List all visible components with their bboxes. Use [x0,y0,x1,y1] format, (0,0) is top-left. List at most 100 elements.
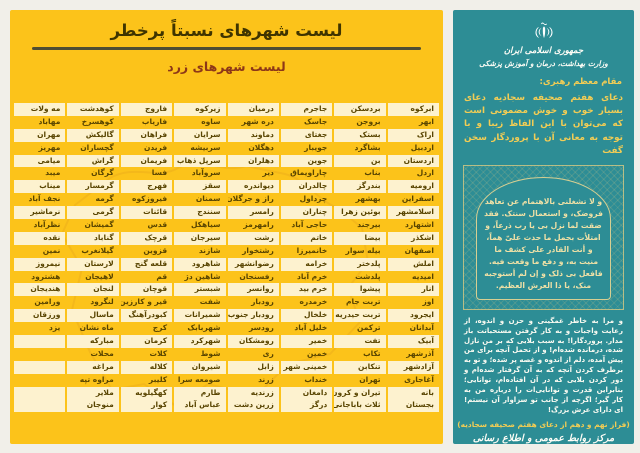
city-cell: کرمان [120,335,173,348]
city-cell: فریمان [120,154,173,168]
city-cell: بهشهر [355,194,381,204]
city-cell: گرمه [95,194,114,204]
city-cell: لنجان [67,283,119,297]
city-cell: خرمدره [299,297,328,307]
city-grid: ابرکوه بردسکن جاجرم درمیان زیرکوه فاروج کوهدشت… [14,103,439,413]
city-cell: فاریاب [141,116,168,126]
city-cell: ملایر [67,386,119,400]
city-cell: یزد [49,323,61,333]
leader-quote: دعای هفتم صحیفه سجادیه دعای بسیار خوب و … [464,92,623,156]
city-cell: رضوانشهر [227,257,279,271]
prayer-arch: و لا تشغلنی بالاهتمام عن تعاهد فروضک، و … [476,176,611,300]
city-cell: نظرآباد [33,220,61,230]
city-cell: هندیجان [14,283,66,297]
city-cell: تهران [359,374,381,384]
city-cell: رودبار [251,297,274,307]
panel-subtitle: لیست شهرهای زرد [167,59,286,74]
city-cell: ابهر [418,116,434,126]
city-cell: زرندیه [227,386,279,400]
city-cell: مهران [14,128,66,142]
city-cell: آزادشهر [387,360,439,374]
city-cell: خلیل آباد [294,323,328,333]
city-cell: فهرج [120,180,173,194]
city-cell: اراک [387,128,439,142]
city-cell: بیرجند [357,220,381,230]
city-cell: جغتای [280,128,333,142]
city-cell: اشکذر [387,231,439,245]
city-cell: بشاگرد [354,142,381,152]
city-cell: جویبار [304,142,328,152]
city-cell: گراش [67,154,119,168]
city-cell: بردسکن [334,103,386,116]
city-cell: قلعه گنج [120,257,173,271]
city-cell: مهریز [38,142,61,152]
city-cell: تیران و کرون [334,386,386,400]
city-cell: بروجن [356,116,381,126]
city-cell: آبیک [387,335,439,348]
city-cell: املش [387,257,439,271]
city-cell: کوهسرخ [81,116,114,126]
city-cell: سنندج [174,206,226,220]
city-cell [14,374,65,387]
city-cell: بجستان [387,399,439,413]
city-cell: فسا [151,168,168,178]
city-cell: بندرگز [334,180,386,194]
city-cell: آغاجاری [404,374,434,384]
city-cell: گرمسار [67,180,119,194]
city-cell: لارستان [67,257,119,271]
city-cell: مراغه [67,360,119,374]
city-cell: رامسر [227,206,279,220]
city-cell: صومعه سرا [177,374,221,384]
city-cell: ماسال [67,309,119,323]
city-cell [14,399,66,413]
city-cell: خنداب [304,374,328,384]
city-cell: محلات [90,348,114,358]
city-cell: روانسر [227,283,279,297]
city-cell: عباس آباد [174,399,226,413]
city-cell: گرگان [91,168,114,178]
city-cell: بناب [364,168,381,178]
city-cell: ورامین [34,297,61,307]
city-cell: طارم [174,386,226,400]
city-cell: جاسک [303,116,328,126]
city-cell: رامهرمز [243,220,274,230]
city-cell: چاراویماق [290,168,328,178]
city-cell: آبدانان [409,323,434,333]
city-cell: پلدشت [355,271,381,281]
city-cell: انار [387,283,439,297]
city-cell: گچساران [80,142,114,152]
city-cell: قوچان [120,283,173,297]
city-cell: بیله سوار [345,245,381,255]
city-cell: تربت جام [346,297,381,307]
city-cell: رفسنجان [239,271,274,281]
city-cell: رشتخوار [242,245,274,255]
city-cell: مبارکه [67,335,119,348]
city-cell: سرپل ذهاب [174,154,226,168]
city-cell: اردبیل [410,142,434,152]
city-cell: اسلامشهر [387,206,439,220]
city-cell: تکاب [363,348,381,358]
city-cell: جوین [280,154,333,168]
city-cell: جاجرم [280,103,333,116]
city-cell: شاهرود [174,257,226,271]
city-cell: بوئین زهرا [334,206,386,220]
city-cell: سقز [174,180,226,194]
city-cell: خمین [307,348,328,358]
city-cell: فراهان [120,128,173,142]
city-cell: دیر [262,168,274,178]
city-cell: دهلران [227,154,279,168]
city-cell: زرین دشت [227,399,279,413]
city-cell: دیواندره [227,180,279,194]
city-cell: قدس [147,220,168,230]
city-cell: قیر و کارزین [120,297,168,307]
city-cell: شهربابک [187,323,221,333]
city-cell: رشت [227,231,279,245]
city-cell: قم [156,271,168,281]
city-cell: ارومیه [387,180,439,194]
city-cell: فیروزکوه [132,194,168,204]
city-cell: میامی [14,154,66,168]
city-cell: لنگرود [90,297,114,307]
city-cell: فاروج [120,103,173,116]
city-cell: گرمی [67,206,119,220]
